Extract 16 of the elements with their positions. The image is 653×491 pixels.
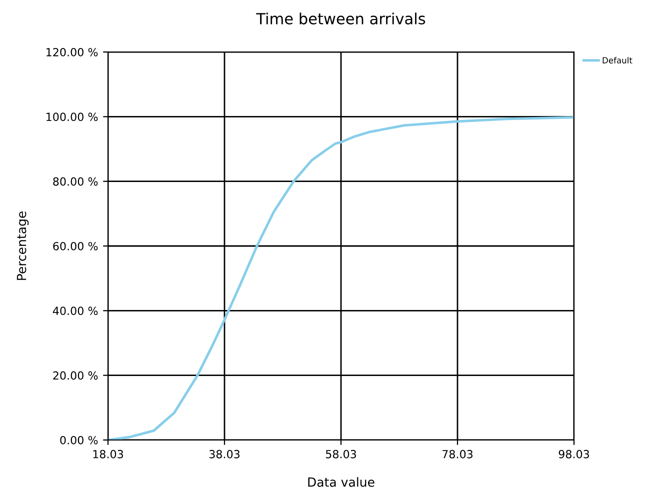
y-tick-label: 100.00 % [46,112,98,122]
x-tick-label: 18.03 [93,450,124,458]
y-tick-label: 60.00 % [53,242,98,250]
y-tick-label: 120.00 % [46,48,98,56]
y-tick-label: 20.00 % [53,371,98,380]
x-axis-title: Data value [308,477,374,487]
y-tick-label: 40.00 % [52,306,98,316]
x-tick-label: 98.03 [558,450,590,458]
x-tick-label: 58.03 [326,450,356,458]
x-tick-label: 38.03 [209,450,240,458]
y-tick-label: 0.00 % [60,436,98,444]
y-tick-label: 80.00 % [53,177,98,186]
x-tick-label: 78.03 [442,450,473,458]
y-axis-title: Percentage [16,212,29,280]
legend-label: Default [602,57,632,64]
chart-title: Time between arrivals [256,12,426,24]
